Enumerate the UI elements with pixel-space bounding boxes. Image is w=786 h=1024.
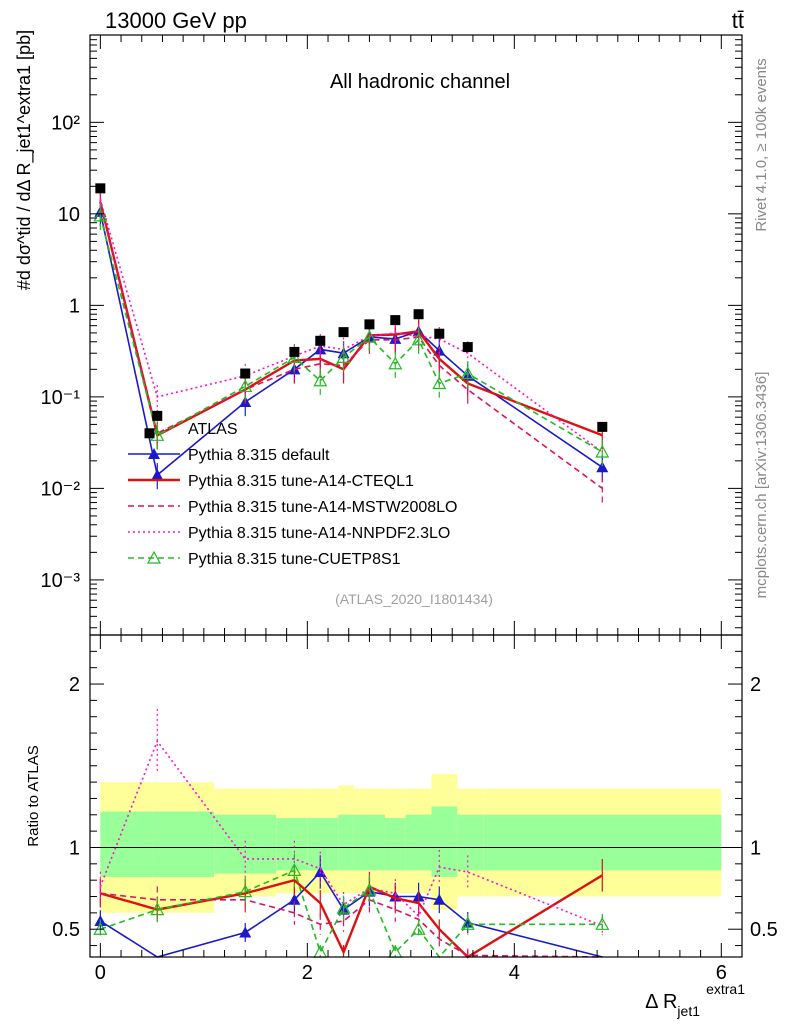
energy-label: 13000 GeV pp (105, 8, 247, 33)
main-series-marker (362, 329, 377, 343)
data-point (462, 342, 473, 353)
x-axis-label-sup: extra1 (706, 981, 745, 997)
ratio-band-inner (431, 806, 458, 877)
ratio-band-inner (384, 818, 406, 871)
ratio-y-tick-label: 2 (69, 674, 80, 696)
data-point (144, 428, 155, 439)
process-label: tt̄ (732, 8, 744, 33)
data-point (413, 309, 424, 320)
main-series-line (99, 201, 603, 490)
main-series-marker (151, 469, 164, 481)
ratio-series-layer (93, 708, 610, 959)
ratio-series-marker (433, 893, 446, 905)
channel-label: All hadronic channel (330, 71, 510, 93)
data-point (152, 410, 163, 421)
ratio-series-marker (460, 917, 475, 930)
main-y-tick-label: 10⁻² (41, 478, 81, 500)
legend: ATLAS Pythia 8.315 default Pythia 8.315 tu… (128, 421, 457, 568)
x-axis-label-base: Δ R (645, 991, 677, 1013)
data-point (364, 319, 375, 330)
main-series-marker (411, 332, 426, 346)
x-axis-label: Δ Rjet1 (645, 991, 700, 1019)
ratio-series-marker (595, 917, 610, 930)
x-tick-label: 6 (716, 962, 727, 984)
ratio-band-inner (353, 814, 385, 871)
x-tick-label: 4 (509, 962, 520, 984)
rivet-label: Rivet 4.1.0, ≥ 100k events (753, 58, 770, 231)
ratio-band-inner (307, 818, 339, 871)
main-y-tick-label: 10² (51, 112, 80, 134)
main-series-marker (336, 350, 351, 363)
main-series-marker (460, 366, 475, 380)
ratio-y-tick-label-right: 0.5 (750, 919, 778, 941)
ratio-series-marker (150, 902, 165, 916)
main-ylabel: #d dσ^tid / dΔ R_jet1^extra1 [pb] (14, 30, 35, 290)
legend-marker (148, 448, 160, 459)
ratio-band-inner (457, 814, 484, 871)
legend-label: Pythia 8.315 tune-A14-NNPDF2.3LO (188, 525, 450, 542)
ratio-series-marker (362, 882, 377, 896)
legend-marker (146, 550, 162, 564)
ratio-band-inner (405, 814, 432, 871)
ratio-series-line (99, 739, 603, 927)
x-axis-label-sub: jet1 (676, 1003, 700, 1019)
main-series-layer (93, 183, 610, 503)
main-series-marker (596, 461, 609, 473)
ratio-y-tick-label-right: 2 (750, 674, 761, 696)
main-series-marker (388, 356, 403, 370)
data-point (289, 346, 300, 357)
ratio-y-tick-label-right: 1 (750, 837, 761, 859)
legend-label: Pythia 8.315 tune-A14-CTEQL1 (188, 473, 414, 490)
ratio-band-inner (152, 811, 215, 877)
ratio-series-marker (336, 900, 351, 914)
data-point (597, 421, 608, 432)
x-tick-label: 2 (302, 962, 313, 984)
main-series-marker (313, 373, 328, 387)
ratio-y-tick-label: 0.5 (52, 919, 80, 941)
ratio-series-marker (238, 884, 253, 898)
data-point (434, 328, 445, 339)
ratio-y-tick-label: 1 (69, 837, 80, 859)
main-y-tick-label: 10⁻¹ (41, 387, 81, 409)
ratio-series-marker (288, 893, 301, 905)
x-tick-label: 0 (95, 962, 106, 984)
data-point (240, 368, 251, 379)
ratio-series-marker (93, 921, 108, 935)
data-point (338, 327, 349, 338)
ratio-band-inner (338, 814, 354, 871)
main-y-tick-label: 10⁻³ (41, 570, 81, 592)
main-series-marker (432, 376, 447, 390)
ratio-series-line (100, 892, 603, 958)
ratio-series-marker (239, 926, 252, 938)
main-series-line (99, 215, 603, 453)
main-series-line (99, 201, 603, 438)
mcplots-label: mcplots.cern.ch [arXiv:1306.3436] (753, 372, 770, 599)
main-series-marker (238, 379, 253, 393)
ratio-bands-layer (90, 773, 742, 913)
ratio-ylabel: Ratio to ATLAS (25, 745, 42, 846)
main-series-marker (93, 208, 108, 222)
ratio-series-marker (411, 921, 426, 935)
main-series-line (99, 198, 603, 453)
ratio-band-inner (100, 811, 153, 877)
data-point (315, 335, 326, 346)
ratio-series-marker (287, 863, 302, 876)
axes-layer: 0 2 4 6 10⁻³ 10⁻² 10⁻¹ 1 10 10² 0.5 0.5 1 1 2 2 (41, 34, 778, 984)
ratio-frame (89, 634, 743, 958)
ratio-series-line (99, 874, 603, 959)
main-series-marker (595, 444, 610, 458)
legend-label: Pythia 8.315 tune-CUETP8S1 (188, 551, 401, 568)
data-point (95, 183, 106, 194)
main-y-tick-label: 1 (69, 295, 80, 317)
data-point (390, 315, 401, 326)
ratio-series-line (100, 869, 603, 959)
main-y-tick-label: 10 (58, 204, 80, 226)
legend-label: Pythia 8.315 tune-A14-MSTW2008LO (188, 499, 457, 516)
legend-label: Pythia 8.315 default (188, 447, 330, 464)
analysis-id: (ATLAS_2020_I1801434) (335, 591, 493, 607)
legend-label-data: ATLAS (188, 421, 238, 438)
main-series-line (99, 211, 603, 477)
ratio-band-inner (214, 814, 277, 874)
